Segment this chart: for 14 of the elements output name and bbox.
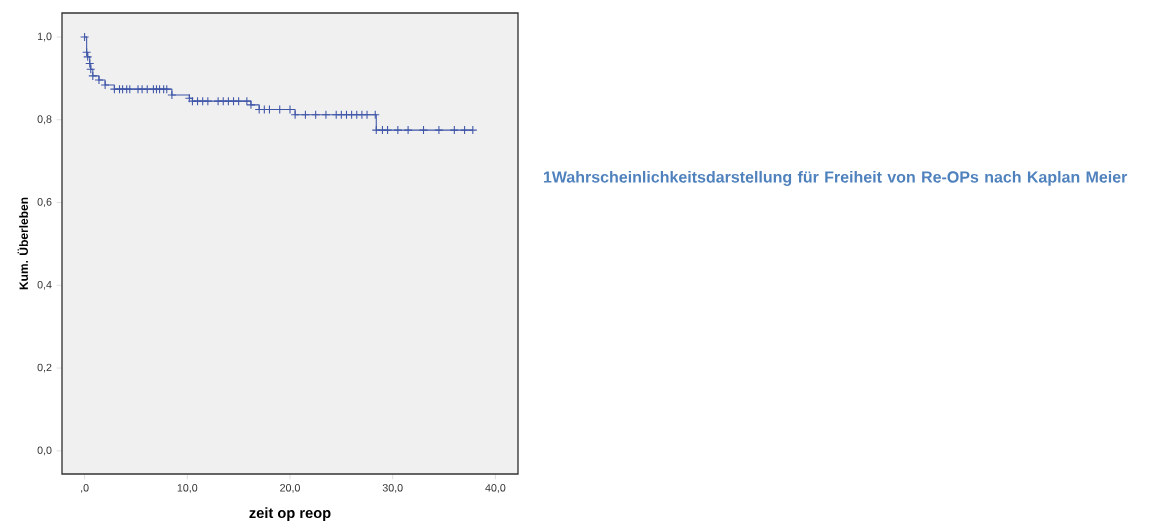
y-tick-label: 0,2 (37, 363, 52, 373)
x-axis-title: zeit op reop (249, 507, 331, 521)
y-tick-label: 0,6 (37, 197, 52, 207)
x-tick-label: 40,0 (485, 483, 506, 493)
y-tick-label: 1,0 (37, 32, 52, 42)
y-tick-label: 0,8 (37, 115, 52, 124)
x-tick-label: 30,0 (382, 483, 403, 493)
text: 1Wahrscheinlichkeitsdarstellung für Freiheit von Re-OPs nach Kaplan Meier (543, 170, 1128, 186)
x-tick-label: 20,0 (280, 483, 300, 493)
y-axis-title: Kum. Überleben (17, 197, 28, 290)
y-tick-label: 0,0 (37, 446, 52, 455)
x-tick-label: ,0 (81, 483, 89, 493)
x-tick-label: 10,0 (177, 483, 198, 493)
y-tick-label: 0,4 (37, 280, 52, 290)
